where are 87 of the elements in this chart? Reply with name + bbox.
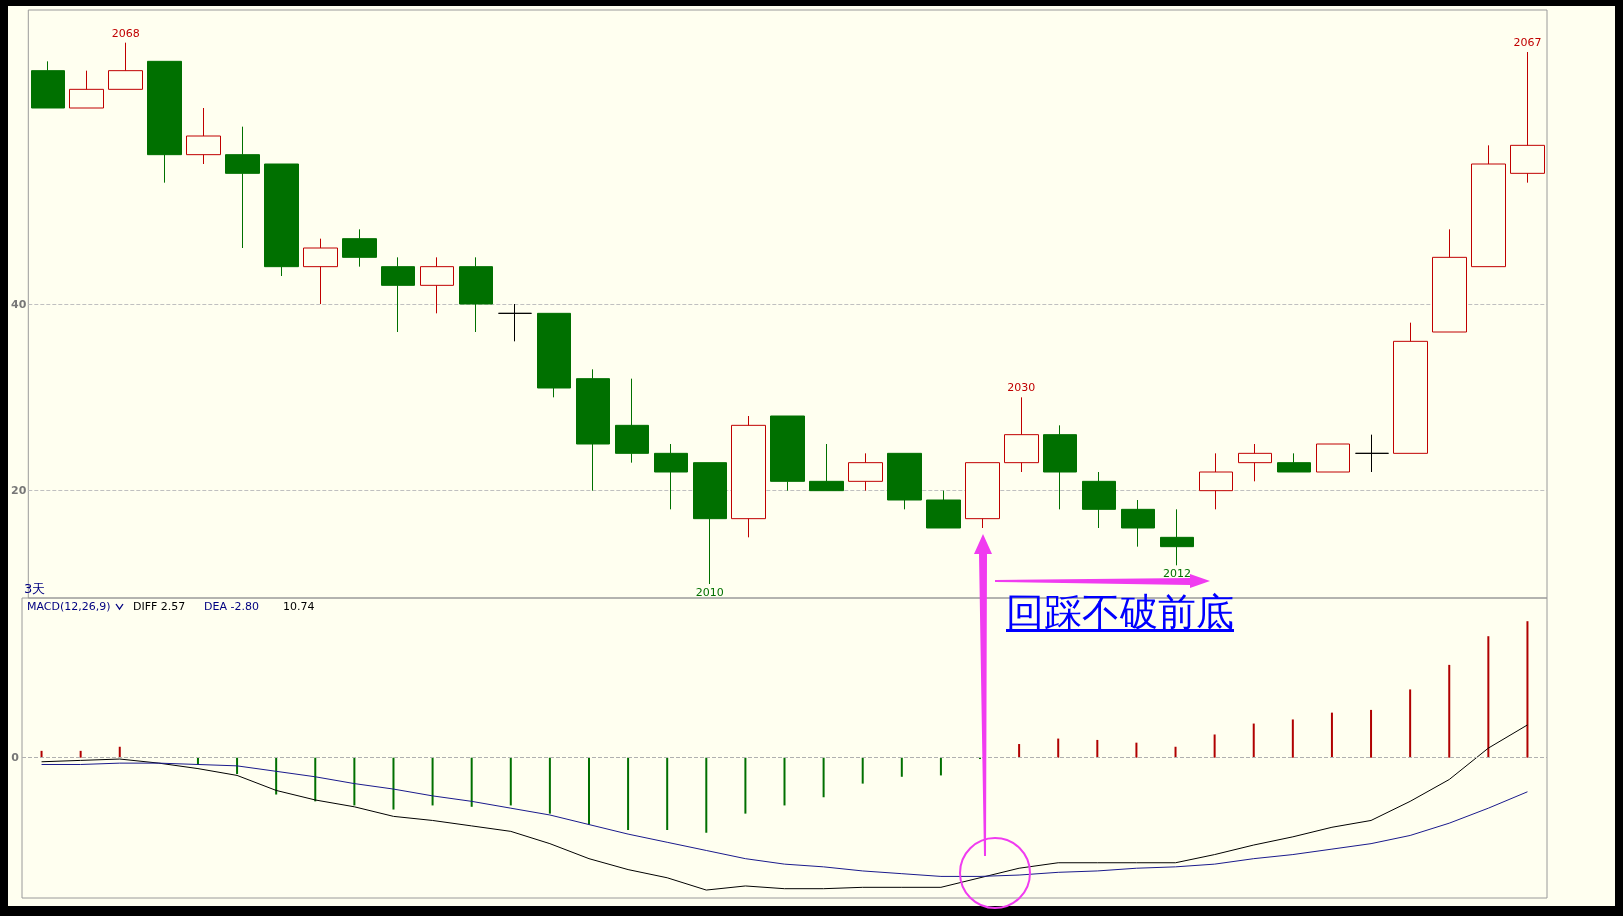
candlestick (1238, 443, 1272, 482)
candlestick (809, 443, 844, 492)
candlestick (537, 312, 571, 398)
candlestick (654, 443, 688, 510)
bar (1252, 723, 1255, 758)
candlestick (147, 60, 182, 184)
bar (1448, 664, 1451, 758)
annotation: 2068 (111, 26, 140, 40)
bar (392, 757, 395, 810)
text: DEA -2.80 (204, 600, 259, 613)
bar (509, 757, 512, 806)
bar (353, 757, 356, 806)
annotation: 回踩不破前底 (1006, 590, 1234, 634)
candlestick (342, 228, 377, 268)
bar (744, 757, 747, 814)
candlestick (420, 256, 454, 314)
bar (470, 757, 473, 807)
bar (314, 757, 317, 802)
bar (627, 757, 630, 831)
bar (1526, 621, 1529, 758)
text: 10.74 (283, 600, 315, 613)
bar (900, 757, 903, 777)
candlestick (1316, 443, 1350, 473)
candlestick (1043, 424, 1077, 510)
candlestick (381, 256, 415, 333)
candlestick (1004, 396, 1039, 473)
candlestick (1160, 508, 1194, 566)
candlestick (1510, 51, 1545, 184)
annotation: 3天 (24, 581, 46, 596)
annotation: 2010 (695, 586, 724, 599)
bar (118, 746, 121, 758)
candlestick (615, 378, 649, 464)
candlestick (69, 70, 104, 109)
bar (1018, 744, 1021, 758)
candlestick (31, 60, 65, 109)
bar (861, 757, 864, 784)
candlestick (1432, 228, 1467, 333)
bar (275, 757, 278, 795)
candlestick (693, 462, 727, 585)
candlestick (576, 368, 610, 492)
candlestick (225, 126, 260, 249)
bar (1291, 719, 1294, 758)
bar (1487, 636, 1490, 758)
candlestick (770, 415, 805, 492)
candlestick (186, 107, 221, 165)
ref-line-label: 0 (11, 751, 20, 765)
annotation: 2067 (1513, 36, 1542, 49)
candlestick (1471, 144, 1506, 268)
bar (1409, 689, 1412, 758)
bar (822, 757, 825, 798)
candlestick (731, 415, 766, 538)
bar (1174, 746, 1177, 758)
bar (431, 757, 434, 806)
bar (783, 757, 786, 806)
annotation: 2030 (1007, 381, 1036, 395)
y-tick-label: 40 (11, 297, 27, 311)
candlestick (1355, 434, 1389, 473)
candlestick (1199, 452, 1233, 510)
candlestick (848, 452, 883, 492)
bar (1330, 712, 1333, 758)
bar (1135, 742, 1138, 758)
bar (587, 757, 590, 825)
bar (666, 757, 669, 831)
candlestick (303, 238, 338, 305)
bar (1096, 739, 1099, 758)
bar (705, 757, 708, 833)
candlestick (1082, 471, 1116, 529)
candlestick (108, 42, 143, 90)
candlestick (887, 452, 922, 510)
annotation: 2012 (1163, 567, 1192, 581)
candlestick (498, 303, 532, 342)
text: DIFF 2.57 (133, 600, 186, 613)
bar (939, 757, 942, 776)
candlestick (965, 462, 1000, 529)
bar (79, 750, 82, 758)
candlestick (264, 163, 299, 277)
bar (1370, 709, 1373, 758)
text: MACD(12,26,9) (27, 600, 111, 613)
candlestick (1393, 322, 1428, 454)
candlestick (926, 490, 961, 529)
candlestick (1277, 452, 1311, 473)
bar (548, 757, 551, 814)
y-tick-label: 20 (11, 484, 27, 498)
bar (1057, 738, 1060, 758)
candlestick (459, 256, 493, 333)
bar (1213, 734, 1216, 758)
candlestick (1121, 499, 1155, 548)
